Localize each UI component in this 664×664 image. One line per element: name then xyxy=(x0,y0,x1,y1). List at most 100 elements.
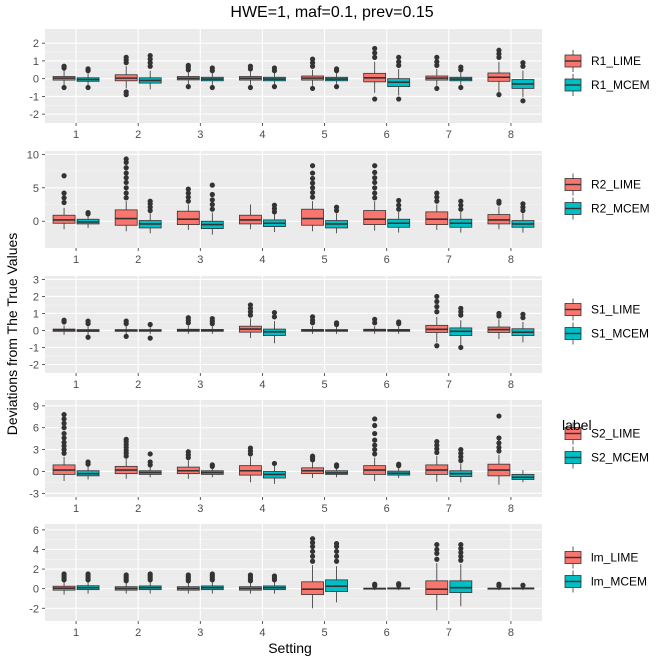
outlier-point xyxy=(496,440,502,446)
outlier-point xyxy=(396,206,402,212)
outlier-point xyxy=(434,556,440,562)
outlier-point xyxy=(247,572,254,578)
outlier-point xyxy=(434,309,440,315)
outlier-point xyxy=(61,446,67,453)
outlier-point xyxy=(372,50,378,56)
box xyxy=(425,211,449,225)
outlier-point xyxy=(61,439,67,445)
outlier-point xyxy=(247,63,254,69)
outlier-point xyxy=(147,335,153,341)
y-tick-label: 9 xyxy=(33,401,39,413)
outlier-point xyxy=(372,169,378,176)
outlier-point xyxy=(123,318,129,324)
outlier-point xyxy=(434,442,440,448)
outlier-point xyxy=(496,448,502,454)
y-tick-label: -1 xyxy=(29,91,39,103)
outlier-point xyxy=(61,450,67,456)
y-tick-label: 3 xyxy=(33,445,39,457)
outlier-point xyxy=(61,190,67,196)
chart-title: HWE=1, maf=0.1, prev=0.15 xyxy=(230,4,434,21)
outlier-point xyxy=(61,63,67,69)
outlier-point xyxy=(309,553,316,559)
panel-background xyxy=(45,524,542,621)
outlier-point xyxy=(185,186,191,192)
outlier-point xyxy=(309,185,316,191)
outlier-point xyxy=(434,546,440,553)
outlier-point xyxy=(85,66,91,72)
outlier-point xyxy=(434,343,440,349)
outlier-point xyxy=(458,305,464,311)
box xyxy=(176,210,200,225)
outlier-point xyxy=(434,85,440,92)
outlier-point xyxy=(123,185,129,191)
outlier-point xyxy=(85,209,91,216)
outlier-point xyxy=(333,204,340,210)
outlier-point xyxy=(520,60,526,66)
x-tick-label: 4 xyxy=(259,627,265,639)
x-tick-label: 6 xyxy=(384,503,390,515)
outlier-point xyxy=(309,170,316,176)
outlier-point xyxy=(333,84,340,90)
outlier-point xyxy=(333,66,340,72)
outlier-point xyxy=(458,541,464,548)
x-tick-label: 2 xyxy=(135,129,141,141)
outlier-point xyxy=(309,536,316,542)
y-tick-label: -1 xyxy=(29,342,39,354)
y-tick-label: 2 xyxy=(33,564,39,576)
x-tick-label: 5 xyxy=(322,627,328,639)
x-tick-label: 7 xyxy=(446,503,452,515)
legend-label: S2_LIME xyxy=(591,427,640,441)
outlier-point xyxy=(209,462,215,468)
outlier-point xyxy=(434,449,440,456)
x-tick-label: 8 xyxy=(508,254,514,266)
outlier-point xyxy=(458,84,464,91)
outlier-point xyxy=(458,457,464,464)
outlier-point xyxy=(396,319,402,325)
outlier-point xyxy=(434,550,440,556)
x-tick-label: 4 xyxy=(259,379,265,391)
x-tick-label: 6 xyxy=(384,627,390,639)
x-tick-label: 2 xyxy=(135,627,141,639)
outlier-point xyxy=(185,449,191,455)
box xyxy=(114,209,138,226)
y-tick-label: -2 xyxy=(29,109,39,121)
outlier-point xyxy=(520,98,526,104)
outlier-point xyxy=(123,436,129,442)
x-tick-label: 1 xyxy=(73,129,79,141)
outlier-point xyxy=(458,549,464,556)
outlier-point xyxy=(185,315,191,321)
y-tick-label: -3 xyxy=(29,488,39,500)
x-tick-label: 2 xyxy=(135,254,141,266)
outlier-point xyxy=(434,541,440,548)
legend-label: lm_LIME xyxy=(591,551,638,565)
outlier-point xyxy=(271,309,278,316)
outlier-point xyxy=(309,163,316,169)
x-tick-label: 8 xyxy=(508,129,514,141)
outlier-point xyxy=(434,59,440,65)
y-tick-label: 4 xyxy=(33,544,39,556)
x-tick-label: 3 xyxy=(197,254,203,266)
outlier-point xyxy=(271,202,278,208)
outlier-point xyxy=(396,54,402,60)
outlier-point xyxy=(333,548,340,555)
outlier-point xyxy=(209,197,215,203)
outlier-point xyxy=(372,190,378,196)
outlier-point xyxy=(458,64,464,70)
outlier-point xyxy=(147,459,153,465)
outlier-point xyxy=(496,413,502,419)
legend-label: R2_MCEM xyxy=(591,202,650,216)
outlier-point xyxy=(123,190,129,196)
y-tick-label: 1 xyxy=(33,56,39,68)
y-tick-label: 6 xyxy=(33,423,39,435)
x-tick-label: 5 xyxy=(322,379,328,391)
outlier-point xyxy=(147,571,153,577)
outlier-point xyxy=(434,54,440,60)
y-tick-label: 0 xyxy=(33,325,39,337)
outlier-point xyxy=(396,581,402,587)
outlier-point xyxy=(247,302,254,308)
outlier-point xyxy=(61,443,67,449)
outlier-point xyxy=(434,198,440,204)
box xyxy=(301,581,324,595)
x-tick-label: 7 xyxy=(446,254,452,266)
x-axis-label: Setting xyxy=(268,640,312,656)
